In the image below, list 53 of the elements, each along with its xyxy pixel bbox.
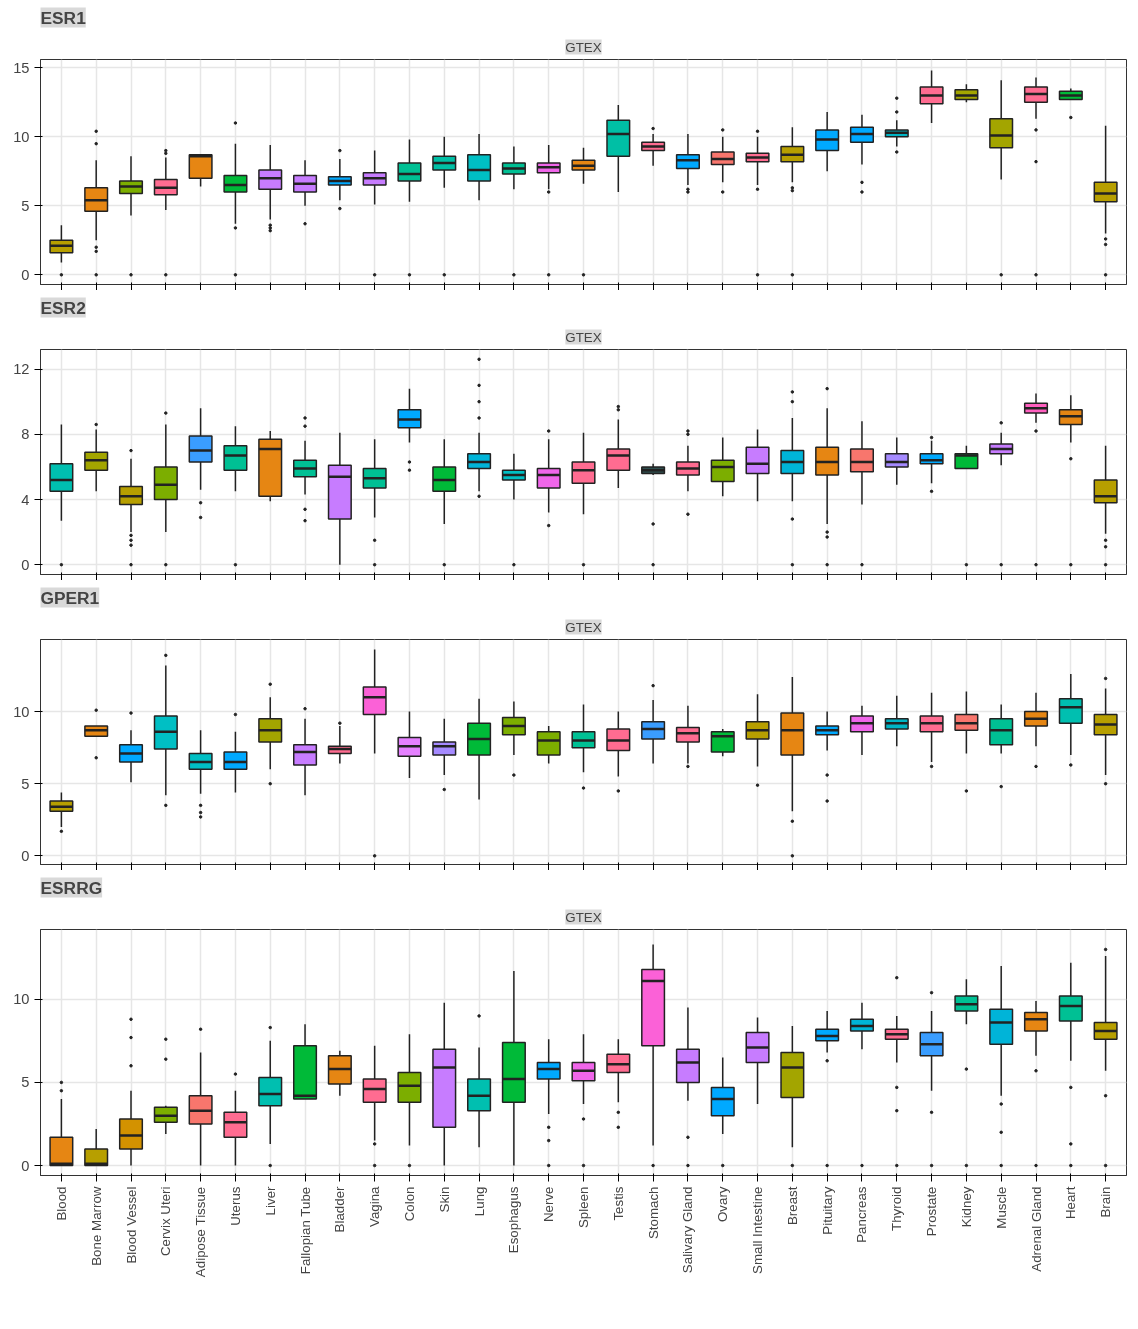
x-tick-label: Pancreas (854, 1186, 870, 1243)
x-tick-label: Cervix Uteri (158, 1186, 174, 1257)
y-tick-label: 10 (13, 128, 30, 145)
x-tick-label: Pituitary (819, 1186, 835, 1235)
y-tick-label: 10 (13, 703, 30, 720)
x-tick-label: Uterus (227, 1186, 243, 1226)
x-tick-label: Muscle (993, 1186, 1009, 1229)
y-tick-label: 0 (21, 1157, 30, 1174)
x-tick-label: Colon (401, 1186, 417, 1222)
chart-subtitle: GTEX (565, 39, 602, 55)
y-tick-label: 5 (21, 775, 30, 792)
chart-subtitle: GTEX (565, 909, 602, 925)
x-tick-label: Adrenal Gland (1028, 1186, 1044, 1272)
x-tick-label: Ovary (715, 1186, 731, 1223)
y-tick-label: 0 (21, 847, 30, 864)
x-tick-label: Heart (1063, 1186, 1079, 1220)
y-tick-label: 8 (21, 426, 30, 443)
x-tick-label: Liver (262, 1185, 278, 1216)
y-tick-label: 10 (13, 991, 30, 1008)
y-tick-label: 5 (21, 1074, 30, 1091)
x-tick-label: Fallopian Tube (297, 1186, 313, 1275)
x-tick-label: Blood Vessel (123, 1186, 139, 1264)
y-tick-label: 15 (13, 59, 30, 76)
x-tick-label: Nerve (541, 1186, 557, 1223)
x-tick-label: Breast (784, 1186, 800, 1226)
y-tick-label: 0 (21, 556, 30, 573)
x-tick-label: Testis (610, 1186, 626, 1221)
chart-title: ESR2 (40, 297, 86, 318)
x-tick-label: Blood (53, 1186, 69, 1221)
x-tick-label: Salivary Gland (680, 1186, 696, 1274)
y-tick-label: 0 (21, 266, 30, 283)
x-tick-label: Bladder (332, 1185, 348, 1233)
x-tick-label: Stomach (645, 1186, 661, 1240)
y-tick-label: 12 (13, 361, 30, 378)
y-tick-label: 5 (21, 197, 30, 214)
x-tick-label: Prostate (924, 1186, 940, 1237)
x-tick-label: Skin (436, 1186, 452, 1213)
chart-title: ESR1 (40, 7, 87, 28)
y-tick-label: 4 (21, 491, 30, 508)
x-tick-label: Lung (471, 1186, 487, 1217)
chart-subtitle: GTEX (565, 619, 602, 635)
chart-title: GPER1 (40, 587, 100, 608)
x-tick-label: Brain (1098, 1186, 1114, 1218)
chart-title: ESRRG (40, 877, 103, 898)
x-tick-label: Kidney (958, 1186, 974, 1228)
x-tick-label: Thyroid (889, 1186, 905, 1231)
x-tick-label: Spleen (576, 1186, 591, 1228)
x-tick-label: Esophagus (506, 1186, 522, 1254)
x-tick-label: Adipose Tissue (193, 1186, 209, 1278)
x-tick-label: Bone Marrow (88, 1186, 104, 1266)
x-tick-label: Small Intestine (750, 1186, 766, 1274)
x-tick-label: Vagina (367, 1185, 383, 1228)
chart-subtitle: GTEX (565, 329, 602, 345)
